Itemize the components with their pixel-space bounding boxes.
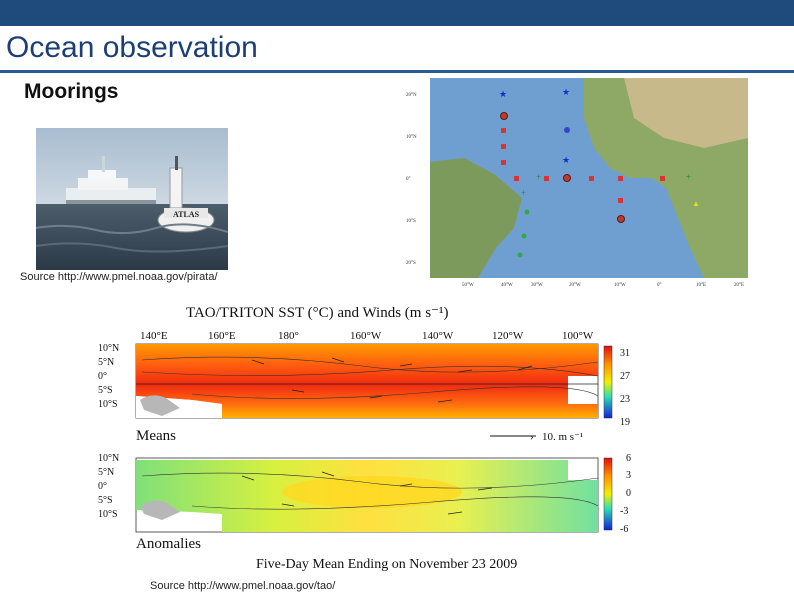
slide-subtitle: Moorings [24, 80, 119, 103]
anomalies-lat-label: 10°N [98, 453, 120, 464]
map-lat-label: 10°S [406, 219, 416, 224]
anomalies-lat-label: 5°N [98, 467, 115, 478]
map-lat-label: 20°S [406, 261, 416, 266]
map-lon-label: 20°E [734, 283, 744, 288]
five-day-mean-footer: Five-Day Mean Ending on November 23 2009 [256, 557, 517, 572]
svg-text:★: ★ [499, 89, 507, 99]
tao-triton-sst-figure: TAO/TRITON SST (°C) and Winds (m s⁻¹) 14… [132, 300, 640, 575]
map-lon-label: 10°E [696, 283, 706, 288]
anomalies-panel: 6 3 0 -3 -6 [135, 453, 631, 535]
atlas-buoy: ATLAS [157, 156, 215, 233]
south-america-land [430, 158, 522, 278]
research-ship [66, 156, 156, 204]
anomalies-label: Anomalies [136, 536, 201, 552]
sst-figure-title: TAO/TRITON SST (°C) and Winds (m s⁻¹) [186, 305, 448, 321]
map-lat-label: 20°N [406, 93, 417, 98]
photo-source-caption: Source http://www.pmel.noaa.gov/pirata/ [20, 271, 218, 283]
means-label: Means [136, 428, 176, 444]
means-lat-label: 5°N [98, 357, 115, 368]
mooring-markers: ★ ★ ★ + + + ▲ [499, 87, 700, 258]
means-lat-label: 5°S [98, 385, 113, 396]
anomaly-colorbar-label: 0 [626, 488, 631, 499]
svg-text:▲: ▲ [692, 199, 700, 208]
means-lat-axis: 10°N 5°N 0° 5°S 10°S [98, 342, 119, 412]
means-colorbar-label: 23 [620, 394, 630, 405]
anomalies-lat-label: 10°S [98, 509, 118, 520]
means-panel: 31 27 23 19 [135, 343, 630, 428]
means-lat-label: 10°S [98, 399, 118, 410]
means-colorbar-label: 31 [620, 348, 630, 359]
buoy-label: ATLAS [173, 210, 200, 219]
anomaly-colorbar-label: 3 [626, 470, 631, 481]
map-lon-label: 40°W [501, 283, 513, 288]
anomaly-colorbar-label: -6 [620, 524, 628, 535]
anomalies-lat-label: 0° [98, 481, 107, 492]
sst-lon-label: 140°W [422, 330, 454, 342]
svg-text:+: + [536, 172, 541, 182]
means-lat-label: 10°N [98, 343, 120, 354]
slide-title: Ocean observation [6, 31, 258, 64]
mooring-photo: ATLAS [36, 128, 228, 270]
svg-text:★: ★ [562, 87, 570, 97]
svg-text:★: ★ [562, 155, 570, 165]
pirata-array-map: 20°N 10°N 0° 10°S 20°S 50°W 40°W 30°W 20… [404, 78, 756, 288]
sst-lon-label: 100°W [562, 330, 594, 342]
map-lat-label: 10°N [406, 135, 417, 140]
means-lat-label: 0° [98, 371, 107, 382]
map-lon-label: 0° [657, 283, 662, 288]
map-lon-label: 20°W [569, 283, 581, 288]
sst-lon-label: 160°E [208, 330, 236, 342]
sst-lon-label: 180° [278, 330, 299, 342]
top-banner [0, 0, 794, 26]
sst-lon-label: 140°E [140, 330, 168, 342]
means-colorbar-label: 27 [620, 371, 630, 382]
sst-lon-label: 160°W [350, 330, 382, 342]
svg-text:+: + [686, 172, 691, 182]
map-lon-label: 50°W [462, 283, 474, 288]
sst-lon-label: 120°W [492, 330, 524, 342]
map-lat-label: 0° [406, 177, 411, 182]
anomaly-colorbar-label: 6 [626, 453, 631, 464]
means-colorbar-label: 19 [620, 417, 630, 428]
anomalies-lat-label: 5°S [98, 495, 113, 506]
wind-scale-label: 10. m s⁻¹ [542, 431, 583, 443]
title-divider [0, 70, 794, 73]
map-lon-label: 10°W [614, 283, 626, 288]
anomaly-colorbar-label: -3 [620, 506, 628, 517]
sst-source-caption: Source http://www.pmel.noaa.gov/tao/ [150, 580, 336, 592]
svg-text:+: + [521, 188, 526, 198]
map-lon-label: 30°W [531, 283, 543, 288]
svg-text:›: › [530, 431, 534, 443]
anomalies-lat-axis: 10°N 5°N 0° 5°S 10°S [98, 452, 119, 522]
